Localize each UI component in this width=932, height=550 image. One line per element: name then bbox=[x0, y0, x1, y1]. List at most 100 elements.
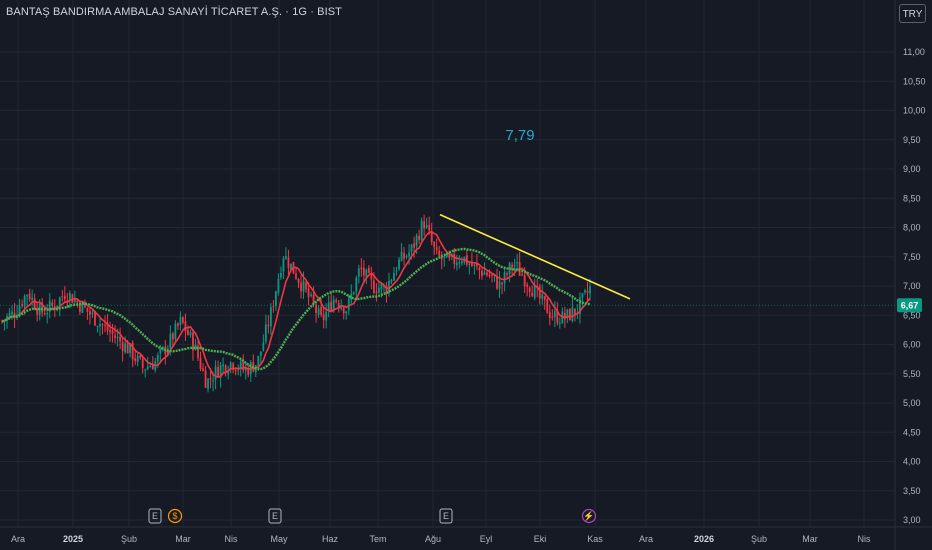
candle-body bbox=[217, 367, 220, 378]
event-marker-label: E bbox=[443, 511, 449, 521]
candle-body bbox=[66, 300, 69, 302]
candle-body bbox=[478, 267, 481, 271]
candle-body bbox=[393, 273, 395, 281]
candle-body bbox=[362, 267, 365, 276]
candle-body bbox=[405, 256, 408, 258]
candle-body bbox=[558, 322, 561, 324]
candle-body bbox=[496, 275, 498, 289]
candle-body bbox=[403, 253, 405, 259]
candle-body bbox=[322, 314, 325, 320]
price-tag-box bbox=[897, 298, 922, 313]
candle-body bbox=[473, 264, 476, 266]
candle-body bbox=[470, 262, 473, 267]
candle-body bbox=[187, 330, 189, 335]
x-tick-label: May bbox=[270, 534, 288, 544]
candle-body bbox=[476, 263, 478, 267]
candle-body bbox=[234, 370, 237, 372]
y-tick-label: 6,00 bbox=[903, 340, 921, 350]
candle-body bbox=[23, 295, 26, 307]
candle-body bbox=[330, 301, 333, 311]
candle-body bbox=[41, 302, 44, 313]
candle-body bbox=[63, 295, 66, 300]
candle-body bbox=[566, 309, 569, 319]
candle-body bbox=[106, 323, 109, 331]
candle-body bbox=[584, 290, 586, 293]
candle-body bbox=[335, 300, 338, 302]
candle-body bbox=[144, 369, 147, 371]
y-tick-label: 9,50 bbox=[903, 135, 921, 145]
candle-body bbox=[420, 220, 423, 240]
candle-body bbox=[141, 359, 144, 369]
candle-body bbox=[568, 309, 571, 321]
candle-body bbox=[189, 332, 192, 336]
candle-body bbox=[26, 294, 29, 297]
event-marker[interactable] bbox=[439, 508, 453, 524]
candle-body bbox=[269, 307, 272, 327]
candle-body bbox=[237, 369, 240, 371]
candle-body bbox=[131, 342, 134, 360]
x-tick-label: Mar bbox=[175, 534, 191, 544]
candle-body bbox=[350, 293, 353, 300]
candle-body bbox=[302, 280, 305, 292]
y-tick-label: 5,50 bbox=[903, 369, 921, 379]
candle-body bbox=[129, 343, 132, 354]
candle-body bbox=[413, 243, 416, 248]
candle-body bbox=[543, 295, 546, 301]
y-tick-label: 4,00 bbox=[903, 457, 921, 467]
candle-body bbox=[134, 357, 137, 361]
candle-body bbox=[553, 310, 556, 318]
candle-body bbox=[378, 287, 380, 293]
candle-body bbox=[99, 324, 101, 327]
candle-body bbox=[574, 308, 576, 315]
y-tick-label: 3,00 bbox=[903, 515, 921, 525]
candle-body bbox=[1, 320, 3, 322]
candle-body bbox=[259, 351, 262, 356]
y-tick-label: 5,00 bbox=[903, 398, 921, 408]
candle-body bbox=[116, 336, 119, 339]
y-tick-label: 11,00 bbox=[903, 47, 925, 57]
candle-body bbox=[433, 242, 436, 247]
candle-body bbox=[156, 354, 159, 362]
y-tick-label: 3,50 bbox=[903, 486, 921, 496]
candle-body bbox=[300, 282, 302, 292]
event-marker-label: E bbox=[152, 511, 158, 521]
candle-body bbox=[182, 317, 184, 323]
candle-body bbox=[78, 302, 81, 312]
y-tick-label: 7,00 bbox=[903, 281, 921, 291]
x-tick-label: Şub bbox=[121, 534, 137, 544]
candle-body bbox=[169, 333, 172, 349]
x-tick-label: Haz bbox=[322, 534, 339, 544]
candle-body bbox=[119, 336, 122, 342]
currency-button[interactable]: TRY bbox=[899, 4, 926, 23]
candle-body bbox=[531, 292, 534, 297]
event-marker[interactable] bbox=[167, 508, 183, 524]
candle-body bbox=[43, 313, 46, 315]
event-marker[interactable] bbox=[148, 508, 162, 524]
trendline[interactable] bbox=[439, 213, 631, 300]
candle-body bbox=[443, 256, 446, 258]
y-tick-label: 10,50 bbox=[903, 76, 926, 86]
candle-body bbox=[418, 235, 421, 241]
candle-body bbox=[541, 294, 544, 299]
candle-body bbox=[506, 273, 508, 275]
candle-body bbox=[262, 342, 265, 351]
candle-body bbox=[207, 378, 209, 390]
candle-body bbox=[533, 285, 536, 299]
event-marker[interactable] bbox=[581, 508, 597, 524]
grid-lines bbox=[0, 0, 895, 527]
candle-body bbox=[56, 305, 59, 308]
x-tick-label: Mar bbox=[802, 534, 818, 544]
candle-body bbox=[428, 224, 431, 231]
y-tick-label: 10,00 bbox=[903, 106, 926, 116]
event-marker[interactable] bbox=[268, 508, 282, 524]
x-axis-ticks: Ara 2025 Şub Mar Nis May Haz Tem Ağu Eyl Eki Kas Ara… bbox=[11, 534, 871, 544]
x-tick-label: Kas bbox=[587, 534, 603, 544]
x-tick-label: 2026 bbox=[694, 534, 714, 544]
candle-body bbox=[486, 272, 488, 276]
candle-body bbox=[435, 247, 438, 250]
current-price-tag: 6,67 bbox=[0, 298, 922, 313]
candle-body bbox=[455, 262, 458, 266]
candle-body bbox=[290, 263, 292, 270]
candle-body bbox=[136, 355, 139, 363]
